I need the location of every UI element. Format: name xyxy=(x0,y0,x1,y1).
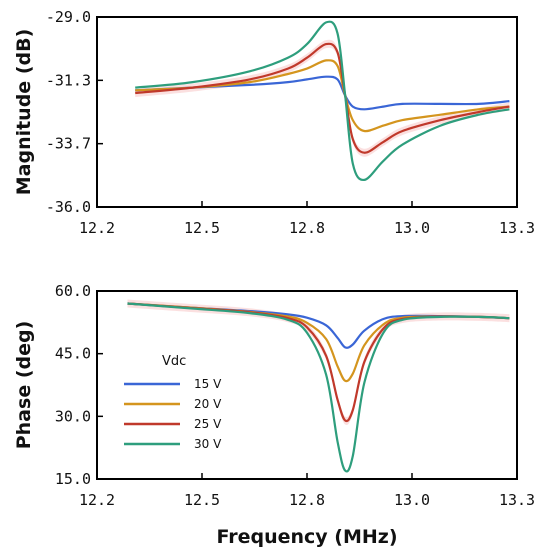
legend-label-20v: 20 V xyxy=(194,397,222,411)
legend-label-25v: 25 V xyxy=(194,417,222,431)
legend-label-30v: 30 V xyxy=(194,437,222,451)
phase-x-tick-label: 13.3 xyxy=(499,491,535,509)
magnitude-y-tick-label: -36.0 xyxy=(46,198,91,216)
phase-series-30v xyxy=(127,302,510,473)
magnitude-x-tick-label: 13.3 xyxy=(499,219,535,237)
legend-label-15v: 15 V xyxy=(194,377,222,391)
magnitude-y-axis-label: Magnitude (dB) xyxy=(13,29,35,196)
phase-panel: Phase (deg) Frequency (MHz) Vdc 12.2 12.5… xyxy=(13,282,535,548)
x-axis-label: Frequency (MHz) xyxy=(216,526,397,548)
phase-y-tick-label: 30.0 xyxy=(55,407,91,425)
magnitude-y-tick-label: -31.3 xyxy=(46,71,91,89)
magnitude-x-tick-label: 12.2 xyxy=(79,219,115,237)
magnitude-panel: Magnitude (dB) 12.2 12.5 12.8 13.0 13.3 -29.0… xyxy=(13,8,535,237)
magnitude-x-tick-label: 13.0 xyxy=(394,219,430,237)
magnitude-band-25v xyxy=(135,39,510,157)
phase-y-tick-label: 45.0 xyxy=(55,345,91,363)
legend-title: Vdc xyxy=(162,354,186,369)
phase-x-tick-label: 12.8 xyxy=(289,491,325,509)
magnitude-y-tick-label: -29.0 xyxy=(46,8,91,26)
magnitude-series-30v xyxy=(135,20,510,182)
phase-x-tick-label: 13.0 xyxy=(394,491,430,509)
phase-x-tick-label: 12.5 xyxy=(184,491,220,509)
magnitude-y-tick-label: -33.7 xyxy=(46,135,91,153)
magnitude-series-25v xyxy=(135,42,510,154)
phase-y-tick-label: 60.0 xyxy=(55,282,91,300)
phase-y-tick-label: 15.0 xyxy=(55,470,91,488)
magnitude-x-tick-label: 12.8 xyxy=(289,219,325,237)
magnitude-x-tick-label: 12.5 xyxy=(184,219,220,237)
phase-x-tick-label: 12.2 xyxy=(79,491,115,509)
phase-y-axis-label: Phase (deg) xyxy=(13,321,35,450)
